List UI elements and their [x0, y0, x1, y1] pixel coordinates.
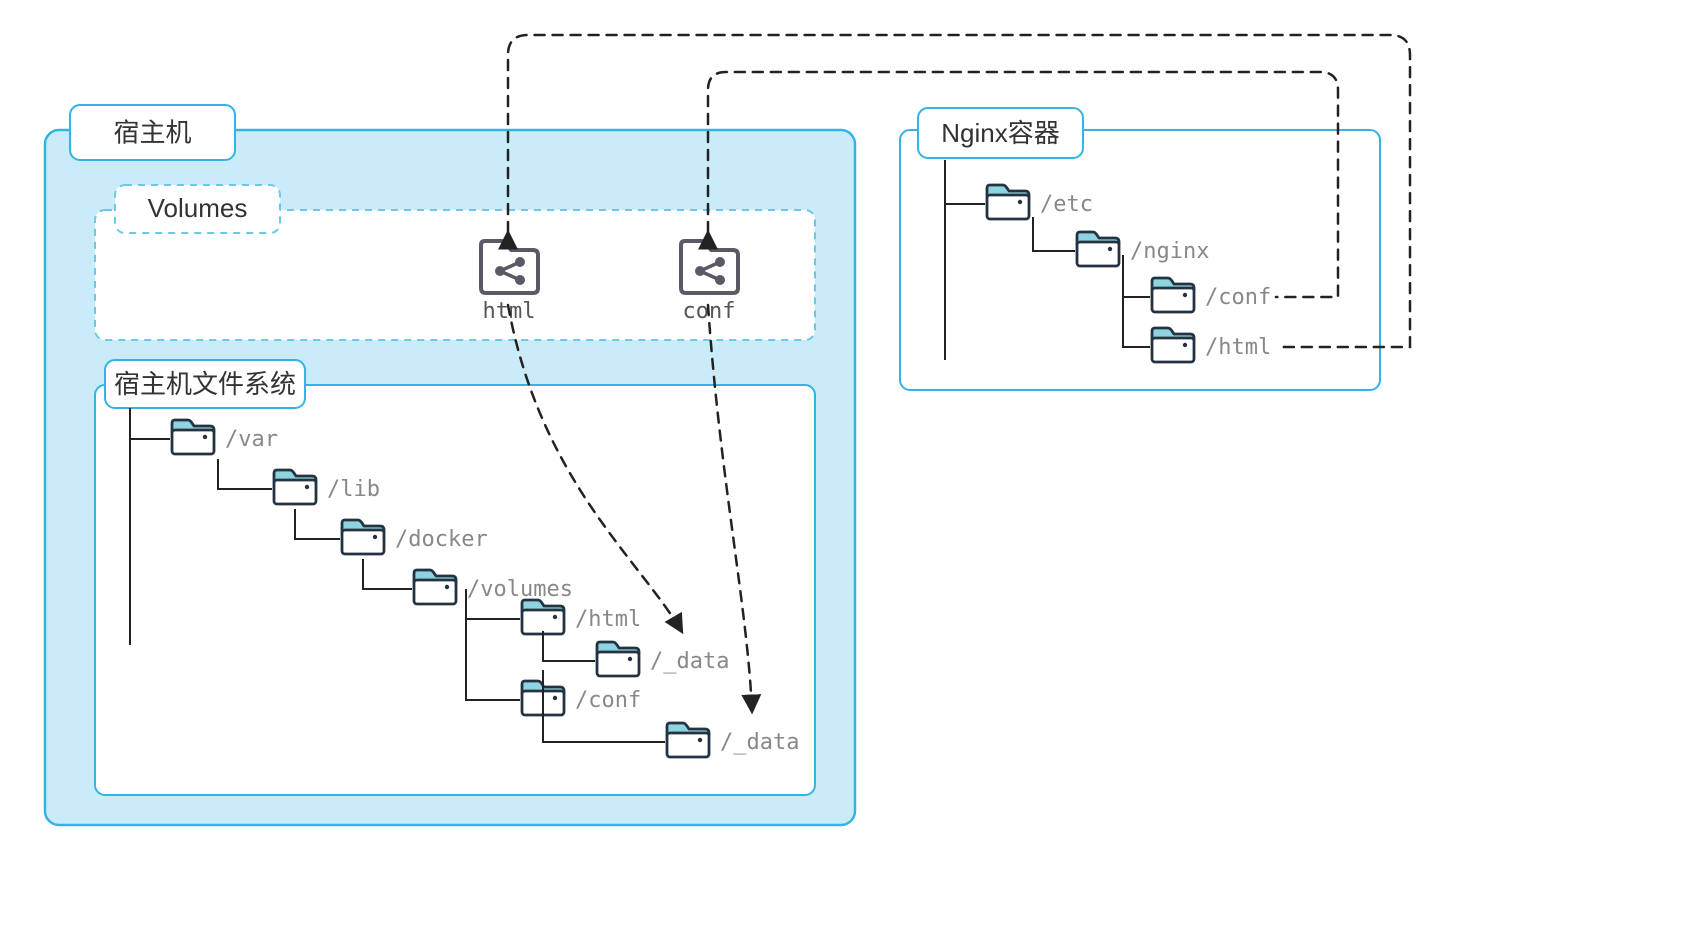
folder-label-nginx: /nginx	[1130, 239, 1209, 264]
folder-label-lib: /lib	[327, 477, 380, 502]
folder-icon	[522, 600, 564, 634]
folder-label-nconf: /conf	[1205, 285, 1271, 310]
folder-icon	[667, 723, 709, 757]
folder-label-html: /html	[575, 607, 641, 632]
host-fs-label: 宿主机文件系统	[114, 369, 296, 399]
folder-icon	[987, 185, 1029, 219]
folder-icon	[172, 420, 214, 454]
folder-label-docker: /docker	[395, 527, 488, 552]
folder-icon	[414, 570, 456, 604]
share-icon	[481, 241, 538, 293]
folder-label-data2: /_data	[720, 730, 799, 755]
folder-icon	[274, 470, 316, 504]
folder-label-var: /var	[225, 427, 278, 452]
folder-label-etc: /etc	[1040, 192, 1093, 217]
folder-icon	[1077, 232, 1119, 266]
folder-label-conf: /conf	[575, 688, 641, 713]
folder-icon	[597, 642, 639, 676]
volumes-box-label: Volumes	[148, 193, 248, 223]
folder-icon	[342, 520, 384, 554]
folder-icon	[1152, 278, 1194, 312]
nginx-box-label: Nginx容器	[941, 118, 1059, 148]
folder-label-volumes: /volumes	[467, 577, 573, 602]
share-icon	[681, 241, 738, 293]
folder-label-data1: /_data	[650, 649, 729, 674]
folder-icon	[1152, 328, 1194, 362]
folder-label-nhtml: /html	[1205, 335, 1271, 360]
host-box-label: 宿主机	[113, 118, 191, 148]
